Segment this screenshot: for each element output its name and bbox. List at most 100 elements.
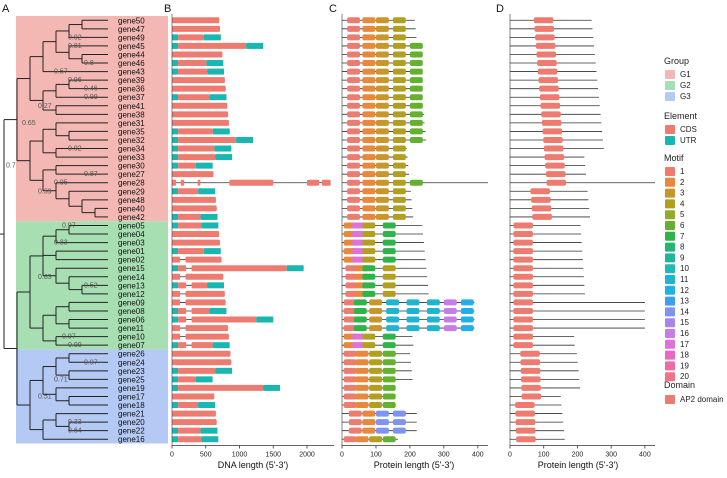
legend-swatch	[665, 177, 675, 187]
motif-1	[343, 402, 357, 409]
legend-swatch	[665, 264, 675, 274]
motif-row	[342, 307, 475, 314]
ap2-domain	[513, 333, 533, 340]
motif-2	[362, 188, 376, 195]
motif-17	[352, 256, 366, 263]
legend-label: G1	[680, 70, 691, 79]
motif-2	[362, 162, 376, 169]
gene-label: gene15	[118, 264, 145, 273]
motif-2	[362, 128, 376, 135]
gene-structure-row	[172, 42, 264, 49]
motif-row	[342, 273, 428, 280]
axis-tick-label: 300	[438, 452, 450, 459]
legend-swatch	[665, 372, 675, 382]
ap2-domain	[513, 299, 533, 306]
utr-block	[215, 367, 233, 374]
motif-row	[342, 316, 475, 323]
ap2-domain	[513, 231, 533, 238]
gene-structure-row	[172, 205, 217, 212]
motif-1	[343, 376, 357, 383]
domain-row	[510, 34, 594, 41]
utr-block	[201, 222, 219, 229]
domain-row	[510, 307, 645, 314]
motif-11	[386, 307, 400, 314]
gene-label: gene07	[118, 341, 145, 350]
domain-row	[510, 162, 586, 169]
domain-row	[510, 350, 577, 357]
motif-4	[369, 436, 383, 443]
motif-17	[352, 239, 366, 246]
motif-2	[355, 384, 369, 391]
bootstrap-value: 0.7	[6, 163, 16, 170]
domain-row	[510, 419, 564, 426]
domain-row	[510, 68, 597, 75]
motif-3	[375, 162, 389, 169]
gene-label: gene27	[118, 170, 145, 179]
utr-block	[172, 60, 179, 67]
protein-length-axis-c-title: Protein length (5'-3')	[374, 460, 454, 470]
motif-14	[392, 419, 406, 426]
motif-6	[382, 393, 396, 400]
motif-row	[342, 171, 410, 178]
gene-structure-row	[172, 273, 224, 280]
gene-structure-row	[172, 119, 229, 126]
cds-block	[178, 34, 204, 41]
cds-block	[172, 239, 220, 246]
motif-1	[347, 77, 360, 84]
legend-swatch	[665, 92, 675, 101]
motif-row	[342, 213, 414, 220]
domain-row	[510, 290, 585, 297]
group-band-G1	[16, 16, 168, 222]
motif-11	[426, 299, 440, 306]
gene-label: gene20	[118, 418, 145, 427]
domain-row	[510, 179, 655, 186]
utr-block	[172, 265, 179, 272]
gene-label: gene08	[118, 307, 145, 316]
cds-block	[178, 145, 215, 152]
gene-structure-row	[172, 85, 226, 92]
cds-block	[172, 85, 226, 92]
axis-tick-label: 300	[605, 452, 617, 459]
motif-6	[382, 376, 396, 383]
legend-label: 13	[680, 297, 689, 306]
domain-row	[510, 231, 582, 238]
cds-block	[172, 51, 223, 58]
gene-label: gene28	[118, 179, 145, 188]
ap2-domain	[539, 94, 560, 101]
motif-11	[406, 316, 420, 323]
motif-14	[392, 427, 406, 434]
axis-tick-label: 400	[639, 452, 651, 459]
motif-16	[443, 307, 457, 314]
axis-tick-label: 0	[508, 452, 512, 459]
motif-row	[342, 25, 416, 32]
domain-row	[510, 25, 593, 32]
motif-6	[409, 128, 423, 135]
motif-7	[362, 273, 376, 280]
motif-3	[375, 111, 389, 118]
dna-length-axis: 0 500 1000 1500 2000	[170, 14, 334, 459]
gene-label: gene47	[118, 25, 145, 34]
gene-structure-row	[172, 367, 233, 374]
cds-block	[191, 265, 287, 272]
utr-block	[212, 128, 230, 135]
domain-row	[510, 188, 588, 195]
legend-swatch	[665, 125, 675, 134]
legend-label: 12	[680, 286, 689, 295]
domain-row	[510, 145, 604, 152]
cds-block	[172, 393, 215, 400]
motif-2	[362, 34, 376, 41]
ap2-domain	[513, 248, 533, 255]
gene-structure-row	[172, 128, 230, 135]
utr-block	[172, 162, 179, 169]
domain-row	[510, 51, 595, 58]
cds-block	[321, 179, 331, 186]
cds-block	[185, 290, 225, 297]
legend-group-title: Group	[664, 56, 689, 66]
gene-label: gene22	[118, 427, 145, 436]
motif-4	[392, 17, 406, 24]
motif-row	[342, 299, 475, 306]
domain-row	[510, 436, 565, 443]
motif-17	[352, 248, 366, 255]
ap2-domain	[546, 179, 567, 186]
motif-11	[426, 325, 440, 332]
